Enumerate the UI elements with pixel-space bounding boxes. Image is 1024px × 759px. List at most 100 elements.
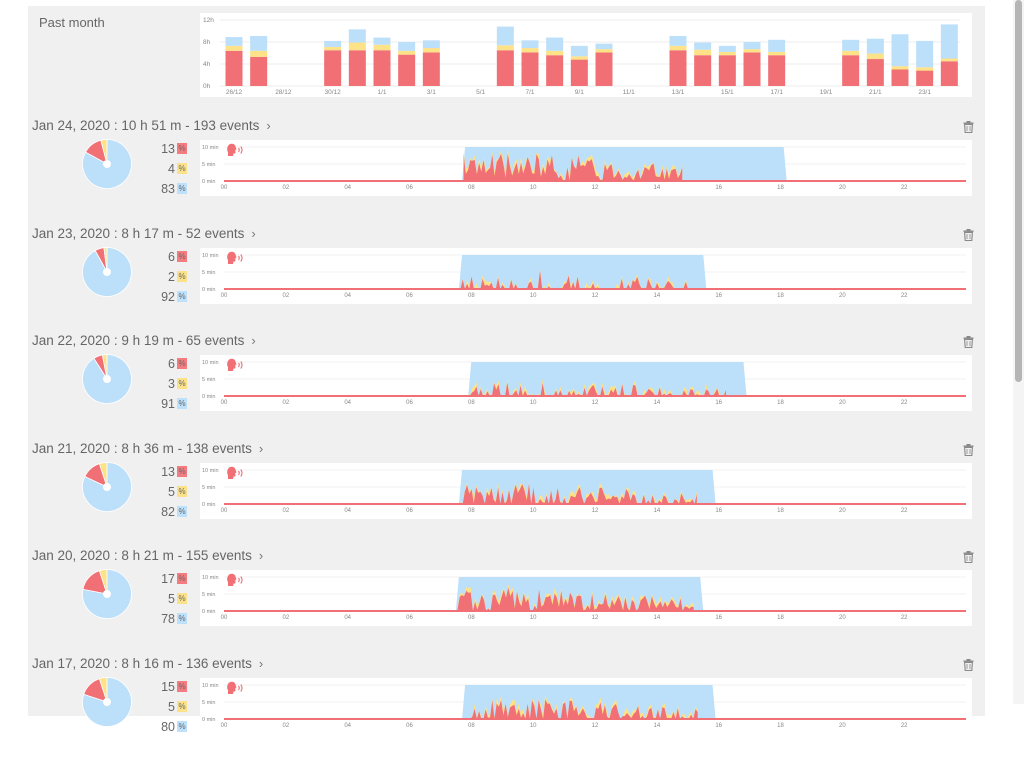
month-bar-segment-red[interactable]: [324, 50, 342, 86]
pct-value-yellow: 4: [168, 162, 175, 176]
month-bar-segment-yellow[interactable]: [225, 45, 243, 51]
month-bar-segment-blue[interactable]: [916, 40, 934, 68]
month-bar-segment-blue[interactable]: [225, 37, 243, 46]
active-period-area[interactable]: [468, 362, 747, 397]
month-bar-segment-red[interactable]: [595, 52, 613, 86]
month-bar-segment-yellow[interactable]: [768, 51, 786, 56]
month-bar-segment-red[interactable]: [768, 55, 786, 86]
day-x-tick: 14: [653, 185, 660, 191]
month-bar-segment-red[interactable]: [496, 50, 514, 86]
month-bar-segment-red[interactable]: [669, 50, 687, 86]
month-bar-segment-yellow[interactable]: [718, 51, 736, 56]
trash-icon[interactable]: [963, 659, 974, 671]
month-bar-segment-yellow[interactable]: [916, 67, 934, 71]
month-bar-segment-yellow[interactable]: [866, 53, 884, 60]
month-bar-segment-yellow[interactable]: [669, 45, 687, 51]
month-bar-segment-yellow[interactable]: [496, 45, 514, 51]
month-bar-segment-blue[interactable]: [842, 39, 860, 51]
month-bar-segment-blue[interactable]: [324, 40, 342, 47]
pct-value-yellow: 5: [168, 592, 175, 607]
month-bar-segment-blue[interactable]: [546, 37, 564, 51]
month-bar-segment-blue[interactable]: [891, 34, 909, 67]
month-bar-segment-blue[interactable]: [373, 37, 391, 45]
month-bar-segment-yellow[interactable]: [940, 58, 958, 62]
month-bar-segment-yellow[interactable]: [743, 49, 761, 53]
month-bar-segment-blue[interactable]: [669, 35, 687, 46]
month-bar-segment-red[interactable]: [866, 59, 884, 86]
trash-icon[interactable]: [963, 443, 974, 456]
month-bar-segment-blue[interactable]: [250, 35, 268, 51]
month-bar-segment-blue[interactable]: [866, 38, 884, 54]
month-bar-segment-red[interactable]: [225, 50, 243, 86]
month-bar-segment-blue[interactable]: [398, 42, 416, 51]
day-x-tick: 20: [839, 293, 846, 299]
month-bar-segment-red[interactable]: [521, 52, 539, 86]
day-title-link[interactable]: Jan 22, 2020 : 9 h 19 m - 65 events ›: [32, 333, 256, 348]
pct-blue: 78%: [148, 612, 188, 626]
trash-icon[interactable]: [963, 228, 974, 241]
month-bar-segment-red[interactable]: [718, 55, 736, 86]
month-bar-segment-red[interactable]: [743, 52, 761, 86]
day-title-link[interactable]: Jan 21, 2020 : 8 h 36 m - 138 events ›: [32, 441, 263, 456]
month-bar-segment-yellow[interactable]: [250, 50, 268, 57]
pie-slice-blue: [82, 569, 132, 620]
day-title-link[interactable]: Jan 24, 2020 : 10 h 51 m - 193 events ›: [32, 118, 271, 133]
month-bar-segment-blue[interactable]: [768, 39, 786, 52]
month-bar-segment-red[interactable]: [694, 55, 712, 86]
month-bar-segment-red[interactable]: [422, 52, 440, 86]
month-bar-segment-yellow[interactable]: [891, 66, 909, 70]
month-bar-segment-red[interactable]: [940, 61, 958, 86]
pct-symbol-red: %: [177, 358, 187, 370]
scrollbar-thumb[interactable]: [1015, 0, 1022, 382]
month-bar-segment-red[interactable]: [570, 59, 588, 86]
month-bar-segment-blue[interactable]: [348, 29, 366, 43]
month-bar-segment-yellow[interactable]: [348, 42, 366, 51]
day-x-tick: 10: [530, 400, 537, 406]
month-bar-segment-red[interactable]: [398, 54, 416, 86]
month-bar-segment-blue[interactable]: [521, 40, 539, 49]
active-period-area[interactable]: [458, 254, 707, 289]
trash-icon[interactable]: [963, 336, 974, 349]
month-bar-segment-blue[interactable]: [570, 45, 588, 57]
month-bar-segment-yellow[interactable]: [521, 48, 539, 53]
month-bar-segment-red[interactable]: [891, 69, 909, 87]
month-bar-segment-yellow[interactable]: [842, 50, 860, 56]
day-y-tick: 5 min: [202, 270, 215, 276]
day-title-text: Jan 20, 2020 : 8 h 21 m - 155 events: [32, 548, 252, 564]
month-bar-segment-blue[interactable]: [694, 42, 712, 50]
trash-icon[interactable]: [963, 121, 974, 133]
month-bar-segment-red[interactable]: [373, 50, 391, 86]
month-bar-segment-blue[interactable]: [940, 24, 958, 59]
pct-symbol-yellow: %: [177, 593, 187, 605]
pct-yellow: 2%: [148, 270, 188, 284]
month-x-tick: 3/1: [427, 89, 436, 96]
month-bar-segment-blue[interactable]: [718, 45, 736, 52]
month-bar-segment-red[interactable]: [916, 70, 934, 86]
day-y-tick: 10 min: [202, 145, 219, 151]
month-bar-segment-blue[interactable]: [496, 26, 514, 46]
month-bar-segment-red[interactable]: [250, 56, 268, 86]
day-title-link[interactable]: Jan 17, 2020 : 8 h 16 m - 136 events ›: [32, 656, 263, 671]
month-bar-segment-blue[interactable]: [743, 42, 761, 50]
month-bar-segment-yellow[interactable]: [694, 49, 712, 56]
month-bar-segment-yellow[interactable]: [546, 50, 564, 56]
month-bar-segment-yellow[interactable]: [398, 50, 416, 55]
day-timeline-chart: 10 min 5 min 0 min 00 02 04 06 08 10 12 14 16 18 20 22: [200, 570, 972, 627]
day-row: Jan 24, 2020 : 10 h 51 m - 193 events › 13…: [28, 113, 985, 221]
day-title-link[interactable]: Jan 23, 2020 : 8 h 17 m - 52 events ›: [32, 226, 256, 241]
month-bar-segment-yellow[interactable]: [373, 44, 391, 51]
month-bar-segment-yellow[interactable]: [324, 46, 342, 51]
month-bar-segment-yellow[interactable]: [422, 48, 440, 53]
month-bar-segment-red[interactable]: [348, 50, 366, 86]
month-bar-segment-red[interactable]: [842, 55, 860, 86]
month-bar-segment-blue[interactable]: [595, 43, 613, 50]
pct-value-red: 13: [161, 464, 175, 479]
pie-center: [103, 375, 111, 384]
pct-symbol-blue: %: [177, 290, 187, 302]
day-title-link[interactable]: Jan 20, 2020 : 8 h 21 m - 155 events ›: [32, 548, 263, 563]
month-bar-segment-blue[interactable]: [422, 40, 440, 49]
month-bar-segment-red[interactable]: [546, 55, 564, 86]
month-bar-segment-yellow[interactable]: [595, 49, 613, 53]
trash-icon[interactable]: [963, 551, 974, 564]
month-bar-segment-yellow[interactable]: [570, 56, 588, 60]
